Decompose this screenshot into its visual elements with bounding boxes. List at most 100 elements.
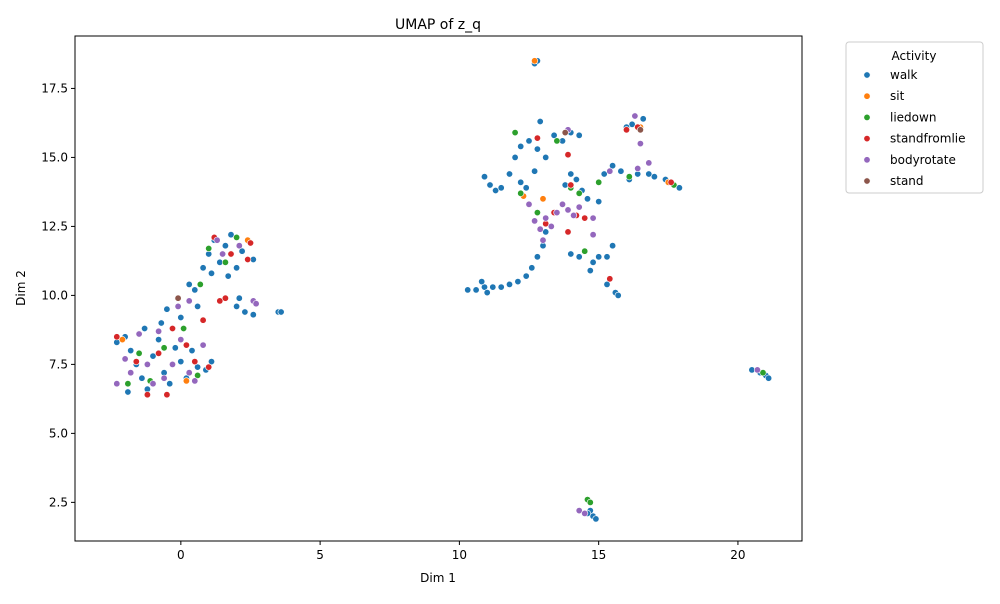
data-point-walk xyxy=(603,280,611,288)
data-point-standfromlie xyxy=(191,358,199,366)
legend-marker-liedown xyxy=(863,113,871,121)
data-point-standfromlie xyxy=(182,341,190,349)
legend: Activity walk sit liedown standfromlie bodyr… xyxy=(845,41,984,194)
data-point-bodyrotate xyxy=(589,214,597,222)
data-point-walk xyxy=(595,198,603,206)
data-point-walk xyxy=(486,181,494,189)
legend-items: walk sit liedown standfromlie bodyrotate stan… xyxy=(863,68,966,188)
data-point-liedown xyxy=(160,344,168,352)
data-point-standfromlie xyxy=(227,250,235,258)
data-point-liedown xyxy=(194,371,202,379)
data-point-bodyrotate xyxy=(219,250,227,258)
data-point-walk xyxy=(177,313,185,321)
data-point-bodyrotate xyxy=(169,360,177,368)
data-point-bodyrotate xyxy=(575,507,583,515)
x-tick-label: 20 xyxy=(730,548,745,562)
data-point-walk xyxy=(542,228,550,236)
data-point-walk xyxy=(138,374,146,382)
data-point-bodyrotate xyxy=(606,167,614,175)
data-point-bodyrotate xyxy=(213,236,221,244)
data-point-bodyrotate xyxy=(631,112,639,120)
data-point-walk xyxy=(233,264,241,272)
data-point-walk xyxy=(208,358,216,366)
data-point-walk xyxy=(124,388,132,396)
data-point-walk xyxy=(542,153,550,161)
y-axis: 2.5 5.0 7.5 10.0 12.5 15.0 17.5 xyxy=(41,81,75,509)
data-point-standfromlie xyxy=(581,214,589,222)
data-point-standfromlie xyxy=(163,391,171,399)
y-tick-label: 2.5 xyxy=(49,495,68,509)
data-point-walk xyxy=(600,170,608,178)
data-point-walk xyxy=(650,173,658,181)
data-point-liedown xyxy=(575,189,583,197)
data-point-walk xyxy=(533,145,541,153)
y-tick-label: 10.0 xyxy=(41,288,68,302)
data-point-bodyrotate xyxy=(547,222,555,230)
data-point-standfromlie xyxy=(567,181,575,189)
data-point-walk xyxy=(575,253,583,261)
data-point-bodyrotate xyxy=(191,377,199,385)
data-point-bodyrotate xyxy=(570,211,578,219)
data-point-walk xyxy=(155,336,163,344)
data-point-liedown xyxy=(180,324,188,332)
data-point-bodyrotate xyxy=(113,380,121,388)
y-axis-label: Dim 2 xyxy=(14,270,28,306)
data-point-standfromlie xyxy=(667,178,675,186)
data-point-bodyrotate xyxy=(143,360,151,368)
data-point-standfromlie xyxy=(205,363,213,371)
data-point-sit xyxy=(182,377,190,385)
data-point-bodyrotate xyxy=(177,336,185,344)
data-point-walk xyxy=(528,264,536,272)
data-point-bodyrotate xyxy=(235,242,243,250)
data-point-walk xyxy=(609,162,617,170)
data-point-walk xyxy=(163,305,171,313)
data-point-walk xyxy=(188,347,196,355)
legend-label-walk: walk xyxy=(890,68,918,82)
legend-box xyxy=(845,41,984,194)
data-point-walk xyxy=(628,120,636,128)
data-point-walk xyxy=(765,374,773,382)
data-point-bodyrotate xyxy=(542,214,550,222)
data-point-walk xyxy=(233,302,241,310)
data-point-walk xyxy=(603,253,611,261)
data-point-walk xyxy=(227,231,235,239)
data-point-walk xyxy=(550,131,558,139)
data-point-standfromlie xyxy=(155,349,163,357)
legend-title: Activity xyxy=(892,49,937,63)
data-point-standfromlie xyxy=(244,255,252,263)
data-point-walk xyxy=(177,358,185,366)
data-point-bodyrotate xyxy=(185,297,193,305)
data-point-bodyrotate xyxy=(185,369,193,377)
data-point-walk xyxy=(575,131,583,139)
data-point-walk xyxy=(497,283,505,291)
data-point-walk xyxy=(497,184,505,192)
data-point-walk xyxy=(480,173,488,181)
data-point-bodyrotate xyxy=(149,380,157,388)
y-tick-label: 5.0 xyxy=(49,426,68,440)
data-point-sit xyxy=(531,57,539,65)
data-point-walk xyxy=(478,278,486,286)
data-point-walk xyxy=(492,187,500,195)
data-point-walk xyxy=(536,118,544,126)
x-axis: 0 5 10 15 20 xyxy=(177,541,746,562)
data-point-walk xyxy=(583,195,591,203)
data-point-bodyrotate xyxy=(564,206,572,214)
data-point-bodyrotate xyxy=(645,159,653,167)
data-point-liedown xyxy=(517,189,525,197)
data-point-walk xyxy=(592,515,600,523)
data-point-bodyrotate xyxy=(155,327,163,335)
y-tick-label: 15.0 xyxy=(41,150,68,164)
data-point-walk xyxy=(224,272,232,280)
legend-marker-sit xyxy=(863,92,871,100)
x-tick-label: 15 xyxy=(591,548,606,562)
data-point-walk xyxy=(595,253,603,261)
data-point-bodyrotate xyxy=(525,200,533,208)
data-point-liedown xyxy=(135,349,143,357)
x-tick-label: 5 xyxy=(316,548,324,562)
legend-label-stand: stand xyxy=(890,174,924,188)
y-tick-label: 12.5 xyxy=(41,219,68,233)
data-point-walk xyxy=(194,363,202,371)
data-point-stand xyxy=(174,294,182,302)
data-point-standfromlie xyxy=(113,333,121,341)
